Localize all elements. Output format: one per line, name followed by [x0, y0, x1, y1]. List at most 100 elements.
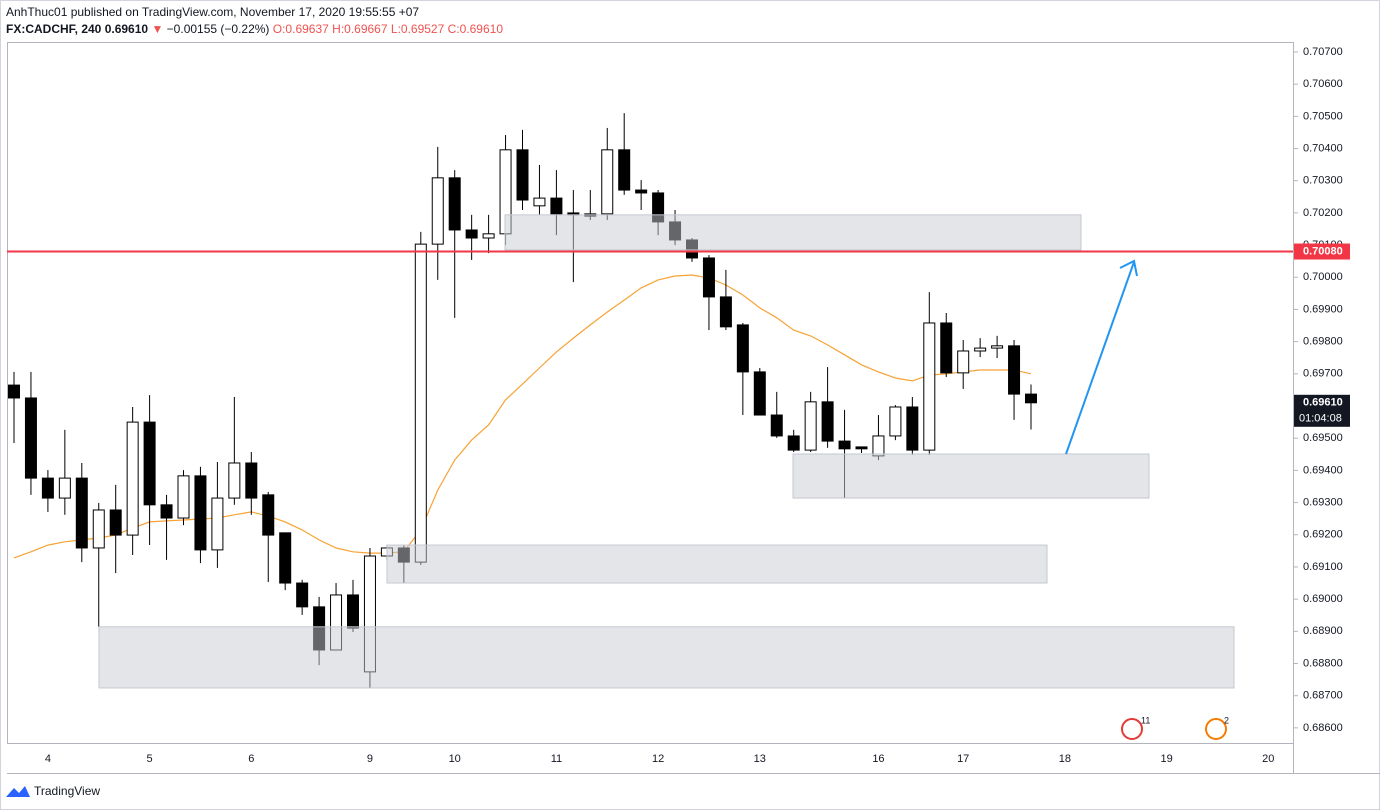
candle-body [601, 149, 614, 215]
candle-body [821, 401, 834, 442]
marker-icon[interactable] [1205, 718, 1227, 740]
candle-body [245, 462, 258, 499]
hline-label: 0.70080 [1303, 245, 1343, 257]
candle-body [550, 197, 563, 215]
y-tick-label: 0.70000 [1303, 271, 1343, 283]
y-tick-label: 0.70500 [1303, 110, 1343, 122]
y-tick-label: 0.69800 [1303, 336, 1343, 348]
y-tick-label: 0.68800 [1303, 657, 1343, 669]
y-tick-label: 0.70200 [1303, 207, 1343, 219]
candle-body [41, 477, 54, 499]
y-tick-label: 0.68600 [1303, 722, 1343, 734]
candle-body [923, 322, 936, 451]
candle-body [719, 296, 732, 328]
marker-count: 2 [1224, 715, 1229, 725]
change: −0.00155 (−0.22%) [166, 22, 270, 36]
candle-body [482, 233, 495, 239]
symbol: FX:CADCHF, 240 [6, 22, 102, 36]
y-tick-label: 0.69900 [1303, 303, 1343, 315]
arrow [1065, 259, 1138, 455]
y-tick-label: 0.70600 [1303, 78, 1343, 90]
candle-body [770, 414, 783, 437]
y-tick-label: 0.69300 [1303, 496, 1343, 508]
candle-body [347, 594, 359, 629]
candle-body [838, 440, 851, 450]
hline-tag [1294, 243, 1350, 260]
y-tick-label: 0.69100 [1303, 561, 1343, 573]
candle-body [143, 421, 156, 506]
candle-body [940, 322, 953, 374]
x-tick-label: 6 [248, 753, 254, 765]
candle-body [448, 177, 461, 231]
last-price-label: 0.69610 [1303, 397, 1343, 409]
candle-body [906, 406, 919, 451]
x-tick-label: 18 [1059, 753, 1071, 765]
candle-body [414, 243, 427, 563]
marker-count: 11 [1141, 715, 1150, 725]
candle-body [957, 350, 970, 374]
footer-text: TradingView [34, 784, 100, 798]
y-tick-label: 0.70700 [1303, 46, 1343, 58]
candle-body [431, 177, 444, 245]
candle-body [8, 384, 20, 399]
candle-body [211, 497, 224, 551]
candle-body [126, 421, 139, 536]
y-tick-label: 0.69000 [1303, 593, 1343, 605]
candle-body [753, 371, 766, 416]
candle-body [92, 509, 105, 549]
candle-body [618, 149, 631, 191]
zone [386, 544, 1048, 584]
x-tick-label: 12 [652, 753, 664, 765]
candle-body [75, 477, 88, 549]
x-tick-label: 11 [551, 753, 562, 765]
zone [98, 626, 1235, 689]
candle-body [974, 347, 987, 352]
published: AnhThuc01 published on TradingView.com, … [6, 5, 420, 19]
candle-body [702, 257, 715, 298]
x-tick-label: 13 [754, 753, 766, 765]
x-tick-label: 20 [1262, 753, 1274, 765]
candle-body [58, 477, 71, 499]
x-tick-label: 5 [147, 753, 153, 765]
zone [792, 453, 1150, 499]
published-line: AnhThuc01 published on TradingView.com, … [6, 4, 503, 21]
candle-body [855, 446, 868, 450]
candle-body [1008, 345, 1021, 395]
y-tick-label: 0.69400 [1303, 464, 1343, 476]
candle-body [889, 406, 902, 437]
event-marker[interactable]: 11 [1121, 715, 1150, 740]
last-price-tag [1294, 394, 1350, 427]
candle-body [635, 189, 648, 194]
y-tick-label: 0.68900 [1303, 625, 1343, 637]
candle-body [194, 475, 207, 551]
candle-body [24, 397, 37, 479]
ohlc-close: C:0.69610 [447, 22, 504, 36]
y-tick-label: 0.70300 [1303, 175, 1343, 187]
symbol-line: FX:CADCHF, 240 0.69610 ▼ −0.00155 (−0.22… [6, 21, 503, 38]
marker-icon[interactable] [1121, 718, 1143, 740]
candle-body [533, 197, 546, 207]
x-tick-label: 17 [957, 753, 969, 765]
y-tick-label: 0.69700 [1303, 368, 1343, 380]
candle-body [296, 582, 309, 608]
ohlc-open: O:0.69637 [272, 22, 329, 36]
candle-body [262, 494, 275, 536]
x-tick-label: 19 [1160, 753, 1172, 765]
logo-icon [6, 786, 30, 797]
y-tick-label: 0.69200 [1303, 529, 1343, 541]
candle-body [991, 345, 1004, 349]
header: AnhThuc01 published on TradingView.com, … [6, 4, 503, 38]
footer-logo: TradingView [6, 784, 100, 798]
candle-body [1025, 393, 1037, 404]
candle-body [228, 462, 241, 499]
last: 0.69610 [104, 22, 149, 36]
change-arrow: ▼ [151, 22, 164, 36]
x-tick-label: 9 [367, 753, 373, 765]
arrow-head [1119, 259, 1138, 277]
event-marker[interactable]: 2 [1205, 715, 1229, 740]
candle-body [736, 324, 749, 373]
y-tick-label: 0.68700 [1303, 690, 1343, 702]
arrow-shaft [1065, 261, 1135, 455]
candle-body [279, 532, 292, 584]
